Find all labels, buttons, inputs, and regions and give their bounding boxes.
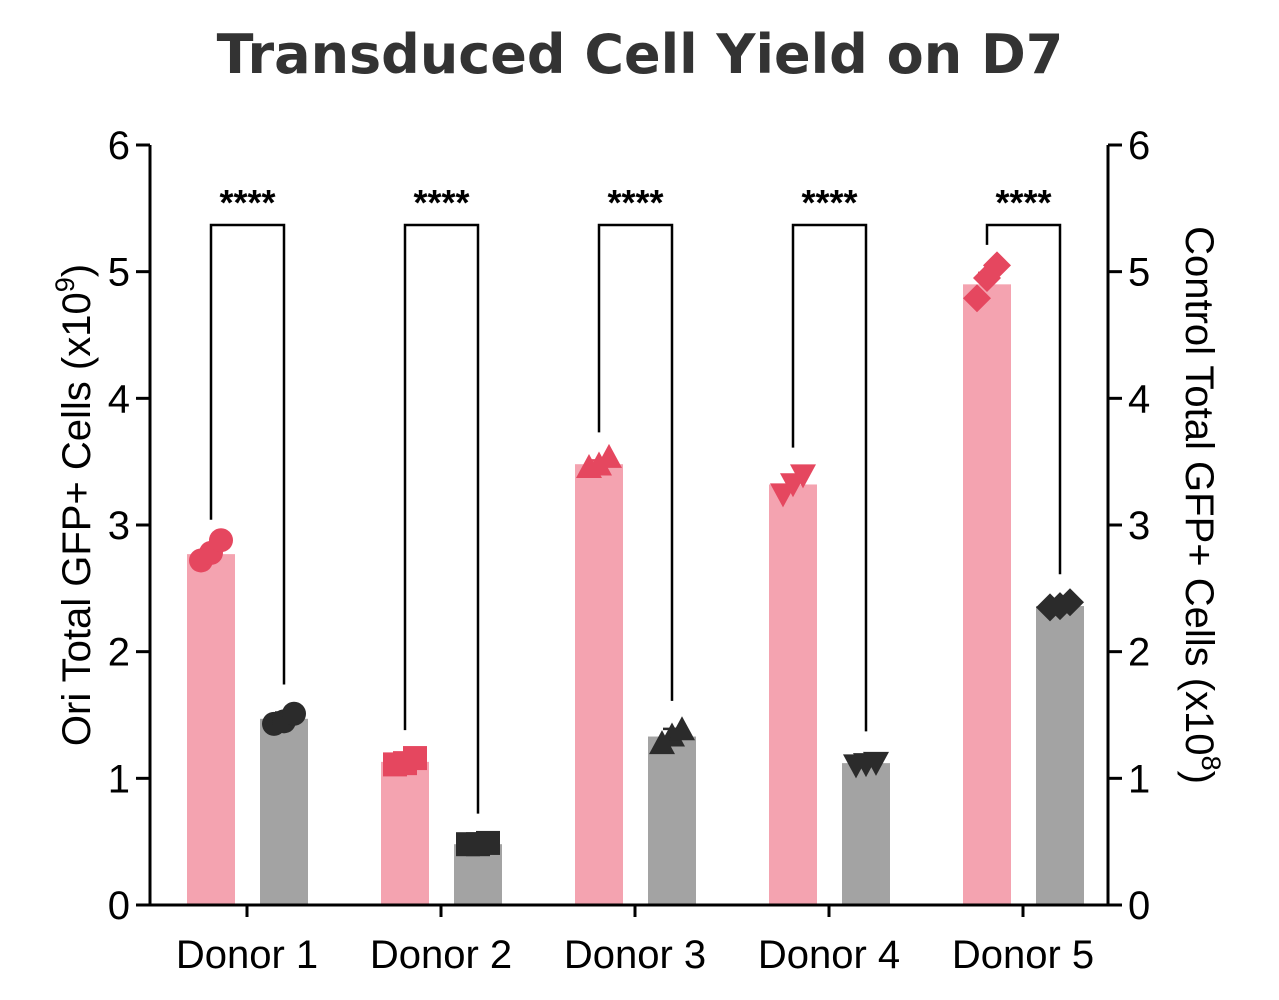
significance-bracket xyxy=(791,223,868,732)
left-y-tick-label: 0 xyxy=(108,884,130,928)
control-bar xyxy=(1036,606,1084,905)
control-point xyxy=(476,830,500,855)
error-bars-layer xyxy=(202,271,1069,845)
ticks-layer: 0 0 1 1 2 2 3 3 4 4 5 5 6 6 xyxy=(108,124,1151,928)
ori-point xyxy=(403,746,427,771)
right-y-tick-label: 1 xyxy=(1128,757,1150,801)
chart-title: Transduced Cell Yield on D7 xyxy=(217,23,1064,86)
left-y-tick-label: 2 xyxy=(108,631,130,675)
ori-bar xyxy=(187,554,235,905)
control-point xyxy=(659,722,685,747)
control-bar xyxy=(260,718,308,905)
control-point xyxy=(1056,588,1084,617)
significance-bracket xyxy=(403,223,480,814)
right-y-tick-label: 2 xyxy=(1128,631,1150,675)
ori-point xyxy=(596,443,622,468)
ori-bar xyxy=(575,464,623,905)
control-point xyxy=(669,716,695,741)
left-y-axis-label-sup: 9 xyxy=(50,277,80,292)
ori-point xyxy=(963,284,991,313)
significance-label: **** xyxy=(995,182,1051,223)
significance-label: **** xyxy=(801,182,857,223)
left-y-axis-label-text: Ori Total GFP+ Cells (x10 xyxy=(55,292,99,746)
ori-bar xyxy=(963,284,1011,905)
left-y-tick-label: 4 xyxy=(108,377,130,421)
control-bar xyxy=(648,736,696,905)
ori-point xyxy=(790,464,816,489)
significance-bracket xyxy=(985,223,1062,575)
left-y-tick-label: 3 xyxy=(108,504,130,548)
ori-bar xyxy=(381,761,429,905)
category-label: Donor 4 xyxy=(758,933,900,977)
right-y-tick-label: 6 xyxy=(1128,124,1150,168)
significance-bracket xyxy=(597,223,674,701)
left-y-tick-label: 5 xyxy=(108,251,130,295)
category-label: Donor 5 xyxy=(952,933,1094,977)
right-y-tick-label: 3 xyxy=(1128,504,1150,548)
right-y-axis-label-close: ) xyxy=(1177,771,1221,784)
control-point xyxy=(282,701,306,726)
bars-layer xyxy=(187,284,1084,905)
left-y-axis-label-close: ) xyxy=(55,264,99,277)
significance-layer: **** **** **** **** **** xyxy=(209,182,1062,814)
right-y-tick-label: 4 xyxy=(1128,377,1150,421)
control-point xyxy=(863,751,889,776)
category-label: Donor 3 xyxy=(564,933,706,977)
left-y-tick-label: 1 xyxy=(108,757,130,801)
significance-label: **** xyxy=(219,182,275,223)
ori-bar xyxy=(769,484,817,905)
left-y-axis-label: Ori Total GFP+ Cells (x109) xyxy=(50,264,99,746)
left-y-tick-label: 6 xyxy=(108,124,130,168)
significance-bracket xyxy=(209,223,286,685)
right-y-tick-label: 0 xyxy=(1128,884,1150,928)
significance-label: **** xyxy=(607,182,663,223)
category-label: Donor 1 xyxy=(176,933,318,977)
ori-point xyxy=(209,528,233,553)
right-y-axis-label-text: Control Total GFP+ Cells (x10 xyxy=(1177,226,1221,755)
ori-point xyxy=(983,251,1011,280)
control-bar xyxy=(842,763,890,905)
significance-label: **** xyxy=(413,182,469,223)
right-y-axis-label-sup: 8 xyxy=(1196,756,1226,771)
category-label: Donor 2 xyxy=(370,933,512,977)
points-layer xyxy=(189,251,1084,857)
category-labels: Donor 1 Donor 2 Donor 3 Donor 4 Donor 5 xyxy=(176,905,1094,977)
right-y-axis-label: Control Total GFP+ Cells (x108) xyxy=(1177,226,1226,784)
right-y-tick-label: 5 xyxy=(1128,251,1150,295)
